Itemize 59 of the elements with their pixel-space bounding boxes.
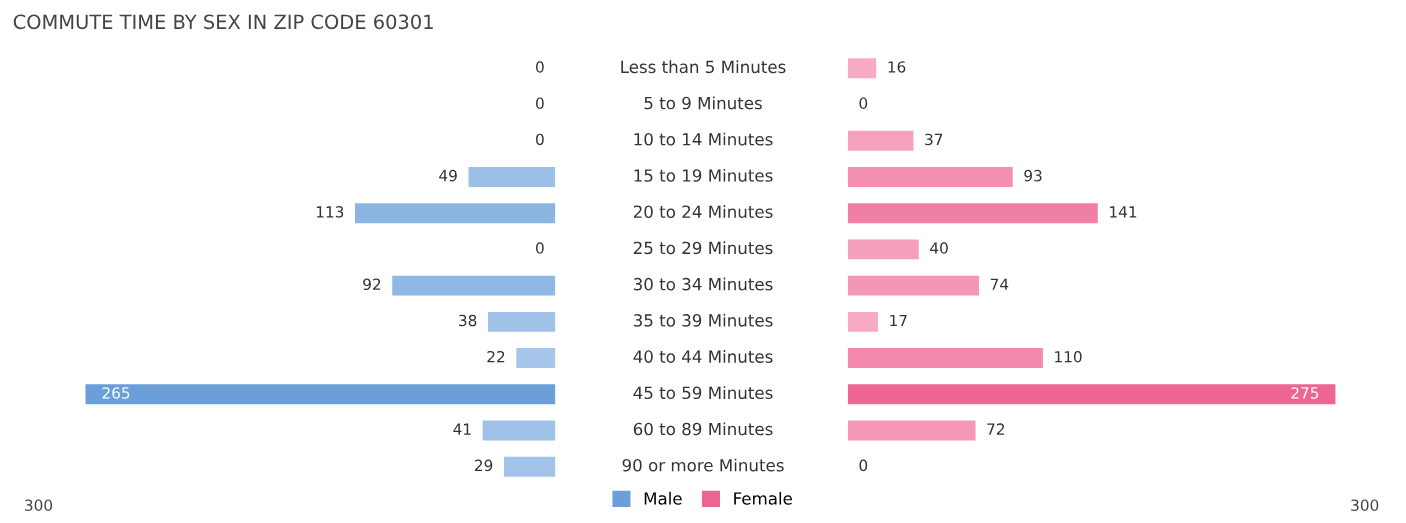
data-label: 0 — [859, 459, 868, 472]
y-tick-label: 45 to 59 Minutes — [633, 386, 773, 400]
bar — [847, 130, 914, 151]
data-label: 92 — [363, 278, 381, 291]
bar — [847, 58, 877, 79]
y-tick-label: 15 to 19 Minutes — [634, 168, 773, 182]
data-label: 72 — [987, 423, 1005, 435]
bar — [847, 239, 919, 260]
data-label: 0 — [536, 61, 544, 73]
y-tick-label: 20 to 24 Minutes — [633, 205, 773, 219]
data-label: 0 — [536, 242, 544, 254]
data-label: 275 — [1291, 387, 1319, 399]
y-tick-label: Less than 5 Minutes — [621, 60, 786, 74]
y-tick-label: 40 to 44 Minutes — [633, 349, 773, 363]
data-label: 265 — [102, 387, 130, 399]
y-tick-label: 10 to 14 Minutes — [634, 132, 773, 146]
legend-label: Female — [734, 491, 792, 505]
bar — [847, 420, 976, 441]
data-label: 41 — [453, 423, 471, 435]
data-label: 49 — [439, 169, 457, 182]
data-label: 22 — [487, 350, 505, 363]
bar — [468, 167, 556, 187]
bar — [847, 384, 1336, 405]
data-label: 38 — [459, 314, 477, 327]
y-tick-label: 30 to 34 Minutes — [633, 277, 773, 291]
data-label: 93 — [1024, 169, 1042, 182]
bar — [516, 348, 556, 369]
data-label: 110 — [1055, 350, 1082, 363]
data-label: 17 — [890, 314, 907, 327]
data-label: 0 — [536, 133, 544, 146]
y-tick-label: 25 to 29 Minutes — [633, 241, 773, 255]
data-label: 16 — [888, 61, 906, 73]
bar — [392, 275, 556, 296]
chart-title: COMMUTE TIME BY SEX IN ZIP CODE 60301 — [13, 14, 433, 30]
bar — [487, 311, 556, 332]
bar — [847, 348, 1043, 369]
bar — [482, 420, 556, 441]
bar — [355, 203, 556, 224]
data-label: 113 — [316, 206, 344, 218]
text: 300 — [25, 499, 53, 511]
bar — [847, 275, 980, 296]
y-tick-label: 60 to 89 Minutes — [633, 422, 773, 436]
data-label: 37 — [925, 133, 943, 146]
data-label: 0 — [536, 97, 544, 109]
data-label: 141 — [1110, 206, 1137, 218]
legend-label: Male — [644, 491, 682, 505]
bar — [847, 203, 1098, 224]
bar — [847, 311, 878, 332]
bar — [85, 384, 556, 405]
data-label: 29 — [475, 459, 493, 472]
data-label: 40 — [930, 242, 948, 254]
bar — [503, 456, 556, 477]
bar — [847, 167, 1013, 187]
y-tick-label: 90 or more Minutes — [622, 458, 784, 472]
data-label: 0 — [859, 97, 868, 109]
y-tick-label: 5 to 9 Minutes — [644, 96, 762, 110]
text: 300 — [1351, 499, 1379, 511]
y-tick-label: 35 to 39 Minutes — [633, 313, 773, 327]
data-label: 74 — [990, 278, 1009, 290]
